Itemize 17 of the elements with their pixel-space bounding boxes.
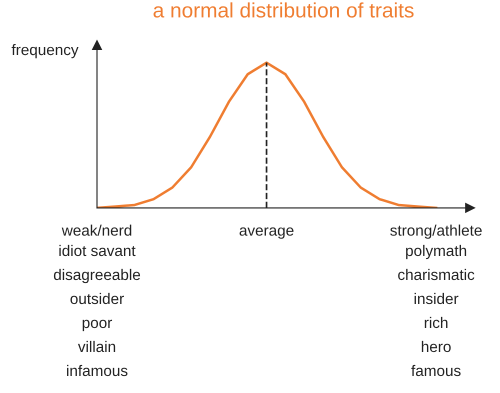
- text: polymath: [406, 244, 466, 260]
- text: hero: [422, 340, 451, 352]
- text: rich: [424, 316, 448, 328]
- y-axis-title: frequency: [12, 44, 79, 58]
- chart-title: a normal distribution of traits: [154, 2, 414, 18]
- text: infamous: [67, 364, 128, 376]
- text: disagreeable: [54, 268, 140, 284]
- text: famous: [411, 364, 461, 376]
- text: poor: [82, 320, 112, 332]
- text: charismatic: [398, 268, 474, 280]
- text: insider: [414, 292, 458, 304]
- text: idiot savant: [59, 244, 136, 256]
- x-tick-label: weak/nerd: [62, 224, 132, 236]
- text: outsider: [70, 292, 124, 304]
- x-tick-label: strong/athlete: [390, 224, 482, 239]
- x-tick-label: average: [240, 227, 294, 239]
- text: villain: [78, 340, 116, 352]
